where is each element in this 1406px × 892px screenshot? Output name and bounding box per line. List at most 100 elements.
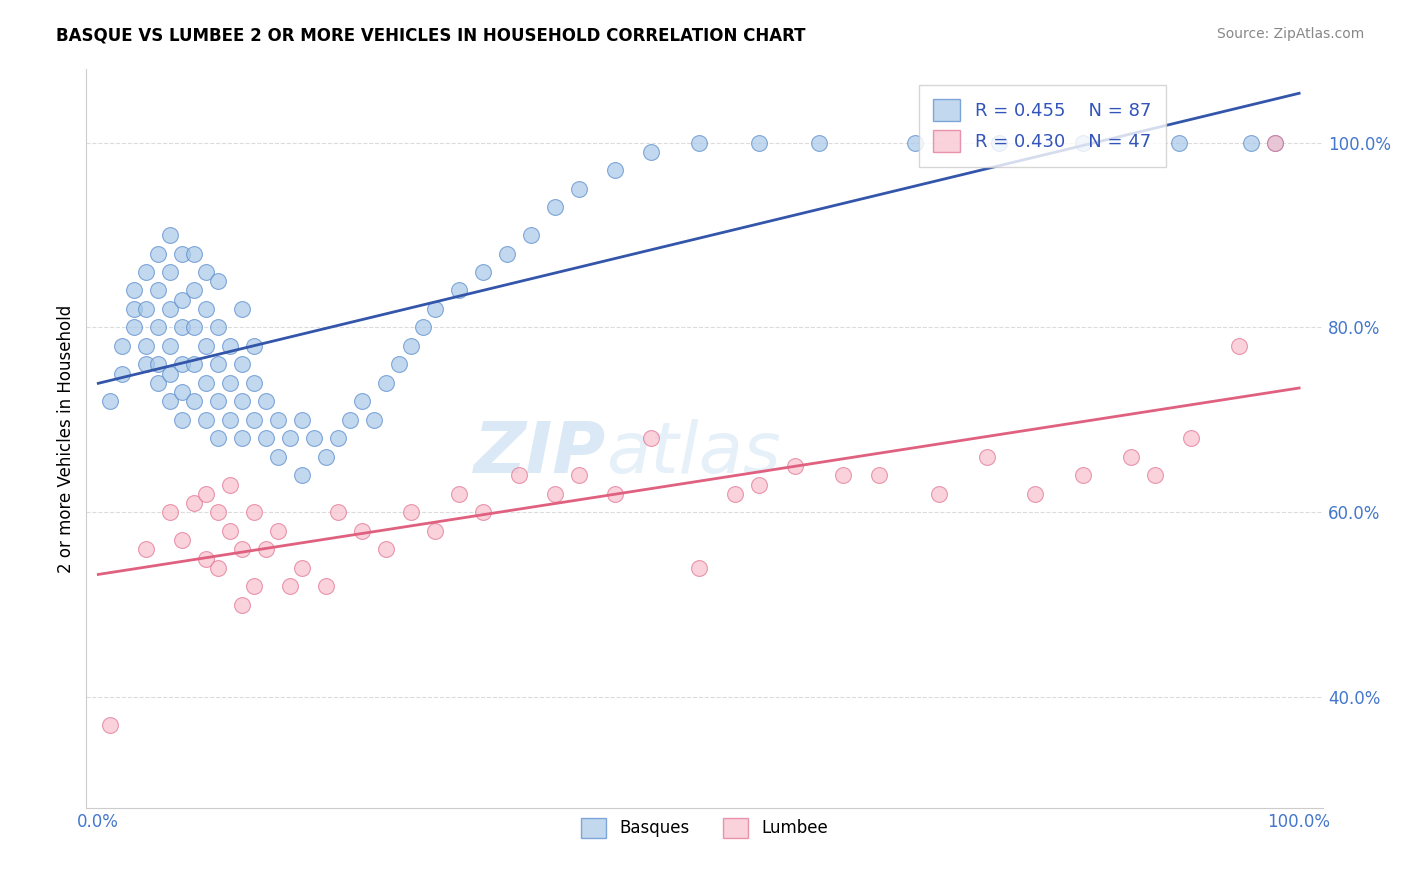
Point [254, 432, 277, 446]
Text: ZIP: ZIP [474, 418, 606, 488]
Point [243, 579, 266, 593]
Point [928, 487, 950, 501]
Point [447, 487, 470, 501]
Point [640, 432, 662, 446]
Point [148, 320, 170, 334]
Point [159, 339, 181, 353]
Point [724, 487, 747, 501]
Point [124, 284, 146, 298]
Point [568, 182, 591, 196]
Point [183, 394, 205, 409]
Point [1143, 468, 1166, 483]
Point [267, 524, 290, 538]
Point [231, 542, 253, 557]
Point [1071, 468, 1094, 483]
Point [603, 163, 626, 178]
Point [172, 246, 194, 260]
Point [304, 432, 326, 446]
Point [172, 358, 194, 372]
Point [183, 284, 205, 298]
Point [183, 320, 205, 334]
Point [783, 459, 806, 474]
Point [423, 301, 446, 316]
Point [399, 339, 422, 353]
Point [183, 246, 205, 260]
Point [219, 339, 242, 353]
Point [519, 227, 541, 242]
Point [904, 136, 927, 150]
Point [267, 413, 290, 427]
Text: Source: ZipAtlas.com: Source: ZipAtlas.com [1216, 27, 1364, 41]
Point [243, 339, 266, 353]
Point [124, 320, 146, 334]
Point [98, 394, 121, 409]
Point [1168, 136, 1191, 150]
Text: BASQUE VS LUMBEE 2 OR MORE VEHICLES IN HOUSEHOLD CORRELATION CHART: BASQUE VS LUMBEE 2 OR MORE VEHICLES IN H… [56, 27, 806, 45]
Point [135, 542, 157, 557]
Point [148, 376, 170, 390]
Point [195, 487, 218, 501]
Point [231, 358, 253, 372]
Point [831, 468, 853, 483]
Point [748, 136, 770, 150]
Point [159, 265, 181, 279]
Point [868, 468, 890, 483]
Point [207, 358, 229, 372]
Point [135, 301, 157, 316]
Point [207, 506, 229, 520]
Point [219, 413, 242, 427]
Point [231, 432, 253, 446]
Point [352, 524, 374, 538]
Point [159, 301, 181, 316]
Point [243, 506, 266, 520]
Text: atlas: atlas [606, 418, 780, 488]
Point [1119, 450, 1142, 464]
Point [159, 506, 181, 520]
Point [148, 358, 170, 372]
Point [1264, 136, 1286, 150]
Point [447, 284, 470, 298]
Point [243, 376, 266, 390]
Point [1240, 136, 1263, 150]
Point [195, 339, 218, 353]
Point [172, 320, 194, 334]
Point [987, 136, 1010, 150]
Point [1227, 339, 1250, 353]
Point [219, 477, 242, 491]
Point [1071, 136, 1094, 150]
Point [195, 265, 218, 279]
Point [231, 598, 253, 612]
Point [148, 284, 170, 298]
Point [231, 394, 253, 409]
Point [195, 551, 218, 566]
Point [280, 432, 302, 446]
Point [291, 468, 314, 483]
Point [172, 293, 194, 307]
Point [543, 487, 565, 501]
Point [315, 450, 337, 464]
Point [111, 339, 134, 353]
Point [159, 394, 181, 409]
Point [219, 376, 242, 390]
Point [207, 394, 229, 409]
Point [375, 376, 398, 390]
Point [363, 413, 385, 427]
Point [207, 561, 229, 575]
Point [1024, 487, 1046, 501]
Point [471, 506, 494, 520]
Point [352, 394, 374, 409]
Point [328, 432, 350, 446]
Point [254, 542, 277, 557]
Point [195, 301, 218, 316]
Point [207, 432, 229, 446]
Point [183, 358, 205, 372]
Point [543, 200, 565, 214]
Point [207, 274, 229, 288]
Point [399, 506, 422, 520]
Point [495, 246, 517, 260]
Point [243, 413, 266, 427]
Point [124, 301, 146, 316]
Point [267, 450, 290, 464]
Point [748, 477, 770, 491]
Point [603, 487, 626, 501]
